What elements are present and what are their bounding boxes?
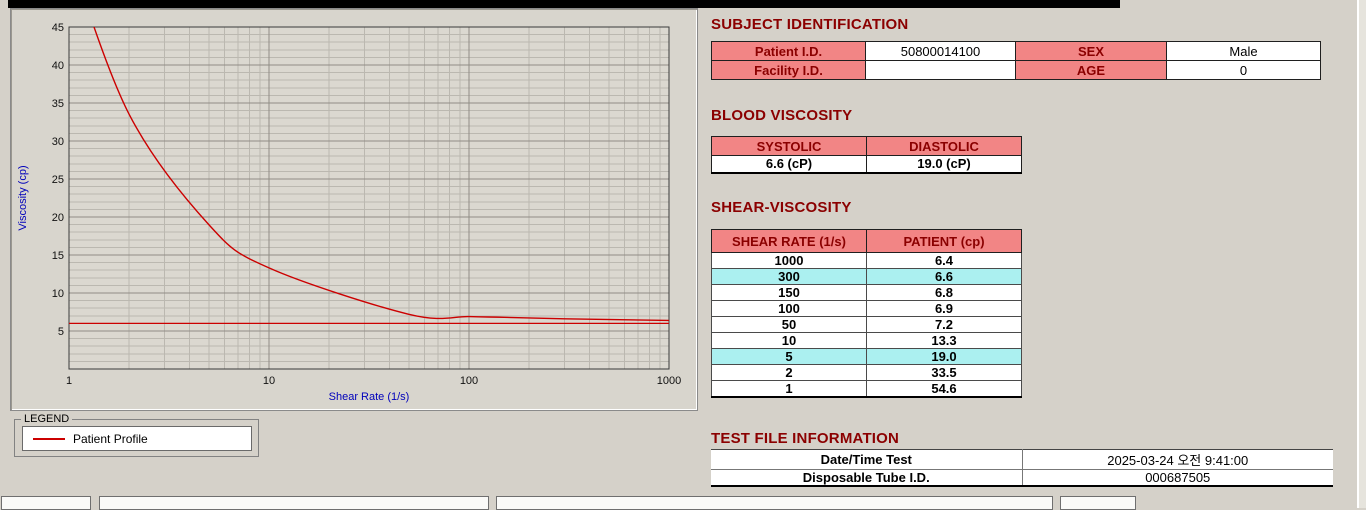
patient-cp-cell: 13.3	[866, 332, 1022, 349]
shear-rate-cell: 1000	[711, 252, 867, 269]
shear-row-300[interactable]: 300 6.6	[711, 268, 1022, 285]
shear-table-body: 1000 6.4 300 6.6 150 6.8 100 6.9 50 7.2 10 13.3 5 19.…	[711, 252, 1022, 398]
svg-text:100: 100	[460, 375, 478, 387]
shear-rate-cell: 5	[711, 348, 867, 365]
shear-row-1000[interactable]: 1000 6.4	[711, 252, 1022, 269]
patient-id-value: 50800014100	[865, 41, 1016, 61]
age-value: 0	[1166, 60, 1321, 80]
blood-viscosity-table: SYSTOLIC DIASTOLIC 6.6 (cP) 19.0 (cP)	[711, 136, 1022, 174]
svg-text:Viscosity (cp): Viscosity (cp)	[17, 165, 29, 230]
blood-viscosity-heading: BLOOD VISCOSITY	[711, 107, 853, 124]
patient-profile-line-sample	[33, 437, 65, 440]
subject-row-2: Facility I.D. AGE 0	[711, 60, 1321, 80]
svg-text:1000: 1000	[657, 375, 681, 387]
shear-header-row: SHEAR RATE (1/s) PATIENT (cp)	[711, 229, 1022, 253]
svg-text:10: 10	[263, 375, 275, 387]
svg-text:30: 30	[52, 136, 64, 148]
shear-row-100[interactable]: 100 6.9	[711, 300, 1022, 317]
patient-cp-cell: 54.6	[866, 380, 1022, 398]
blood-header-row: SYSTOLIC DIASTOLIC	[711, 136, 1022, 156]
shear-rate-cell: 1	[711, 380, 867, 398]
test-file-information-heading: TEST FILE INFORMATION	[711, 430, 900, 447]
legend-entry-label: Patient Profile	[73, 431, 148, 446]
svg-text:45: 45	[52, 22, 64, 34]
subject-identification-table: Patient I.D. 50800014100 SEX Male Facili…	[711, 41, 1321, 80]
shear-rate-cell: 150	[711, 284, 867, 301]
svg-text:40: 40	[52, 60, 64, 72]
test-file-row: Date/Time Test 2025-03-24 오전 9:41:00	[711, 449, 1333, 470]
shear-viscosity-heading: SHEAR-VISCOSITY	[711, 199, 852, 216]
shear-row-50[interactable]: 50 7.2	[711, 316, 1022, 333]
shear-row-5[interactable]: 5 19.0	[711, 348, 1022, 365]
date-time-test-label: Date/Time Test	[711, 449, 1023, 470]
patient-cp-cell: 6.4	[866, 252, 1022, 269]
shear-row-2[interactable]: 2 33.5	[711, 364, 1022, 381]
shear-rate-cell: 100	[711, 300, 867, 317]
diastolic-value: 19.0 (cP)	[866, 155, 1022, 173]
test-file-row: Disposable Tube I.D. 000687505	[711, 469, 1333, 487]
systolic-header: SYSTOLIC	[711, 136, 867, 156]
date-time-test-value: 2025-03-24 오전 9:41:00	[1022, 449, 1333, 470]
legend-group-label: LEGEND	[21, 413, 73, 425]
patient-cp-cell: 7.2	[866, 316, 1022, 333]
svg-text:25: 25	[52, 174, 64, 186]
subject-row-1: Patient I.D. 50800014100 SEX Male	[711, 41, 1321, 61]
svg-text:Shear Rate (1/s): Shear Rate (1/s)	[329, 391, 410, 403]
svg-text:1: 1	[66, 375, 72, 387]
svg-text:10: 10	[52, 288, 64, 300]
svg-text:5: 5	[58, 326, 64, 338]
patient-cp-cell: 33.5	[866, 364, 1022, 381]
viscosity-chart: 5 10 15 20 25 30 35 40 45 1 10 100 1000 Shear Rate (1…	[10, 8, 698, 411]
test-file-information-table: Date/Time Test 2025-03-24 오전 9:41:00 Dis…	[711, 449, 1333, 487]
systolic-value: 6.6 (cP)	[711, 155, 867, 173]
shear-row-10[interactable]: 10 13.3	[711, 332, 1022, 349]
patient-cp-header: PATIENT (cp)	[866, 229, 1022, 253]
shear-rate-cell: 50	[711, 316, 867, 333]
blood-value-row: 6.6 (cP) 19.0 (cP)	[711, 155, 1022, 173]
shear-row-1[interactable]: 1 54.6	[711, 380, 1022, 398]
window-right-edge	[1357, 0, 1366, 508]
legend-groupbox: LEGEND Patient Profile	[14, 413, 259, 457]
svg-text:15: 15	[52, 250, 64, 262]
patient-cp-cell: 6.6	[866, 268, 1022, 285]
shear-rate-cell: 2	[711, 364, 867, 381]
title-bar-remnant	[8, 0, 1120, 8]
diastolic-header: DIASTOLIC	[866, 136, 1022, 156]
patient-cp-cell: 6.8	[866, 284, 1022, 301]
sex-value: Male	[1166, 41, 1321, 61]
shear-rate-cell: 10	[711, 332, 867, 349]
facility-id-value	[865, 60, 1016, 80]
facility-id-label: Facility I.D.	[711, 60, 866, 80]
patient-cp-cell: 6.9	[866, 300, 1022, 317]
legend-box: Patient Profile	[22, 426, 252, 451]
patient-cp-cell: 19.0	[866, 348, 1022, 365]
disposable-tube-id-label: Disposable Tube I.D.	[711, 469, 1023, 487]
shear-rate-header: SHEAR RATE (1/s)	[711, 229, 867, 253]
shear-rate-cell: 300	[711, 268, 867, 285]
shear-viscosity-table: SHEAR RATE (1/s) PATIENT (cp) 1000 6.4 300…	[711, 229, 1022, 398]
disposable-tube-id-value: 000687505	[1022, 469, 1333, 487]
subject-identification-heading: SUBJECT IDENTIFICATION	[711, 16, 909, 33]
shear-viscosity-plot: 5 10 15 20 25 30 35 40 45 1 10 100 1000 Shear Rate (1…	[17, 22, 681, 403]
svg-text:20: 20	[52, 212, 64, 224]
sex-label: SEX	[1015, 41, 1167, 61]
shear-row-150[interactable]: 150 6.8	[711, 284, 1022, 301]
age-label: AGE	[1015, 60, 1167, 80]
patient-id-label: Patient I.D.	[711, 41, 866, 61]
svg-text:35: 35	[52, 98, 64, 110]
